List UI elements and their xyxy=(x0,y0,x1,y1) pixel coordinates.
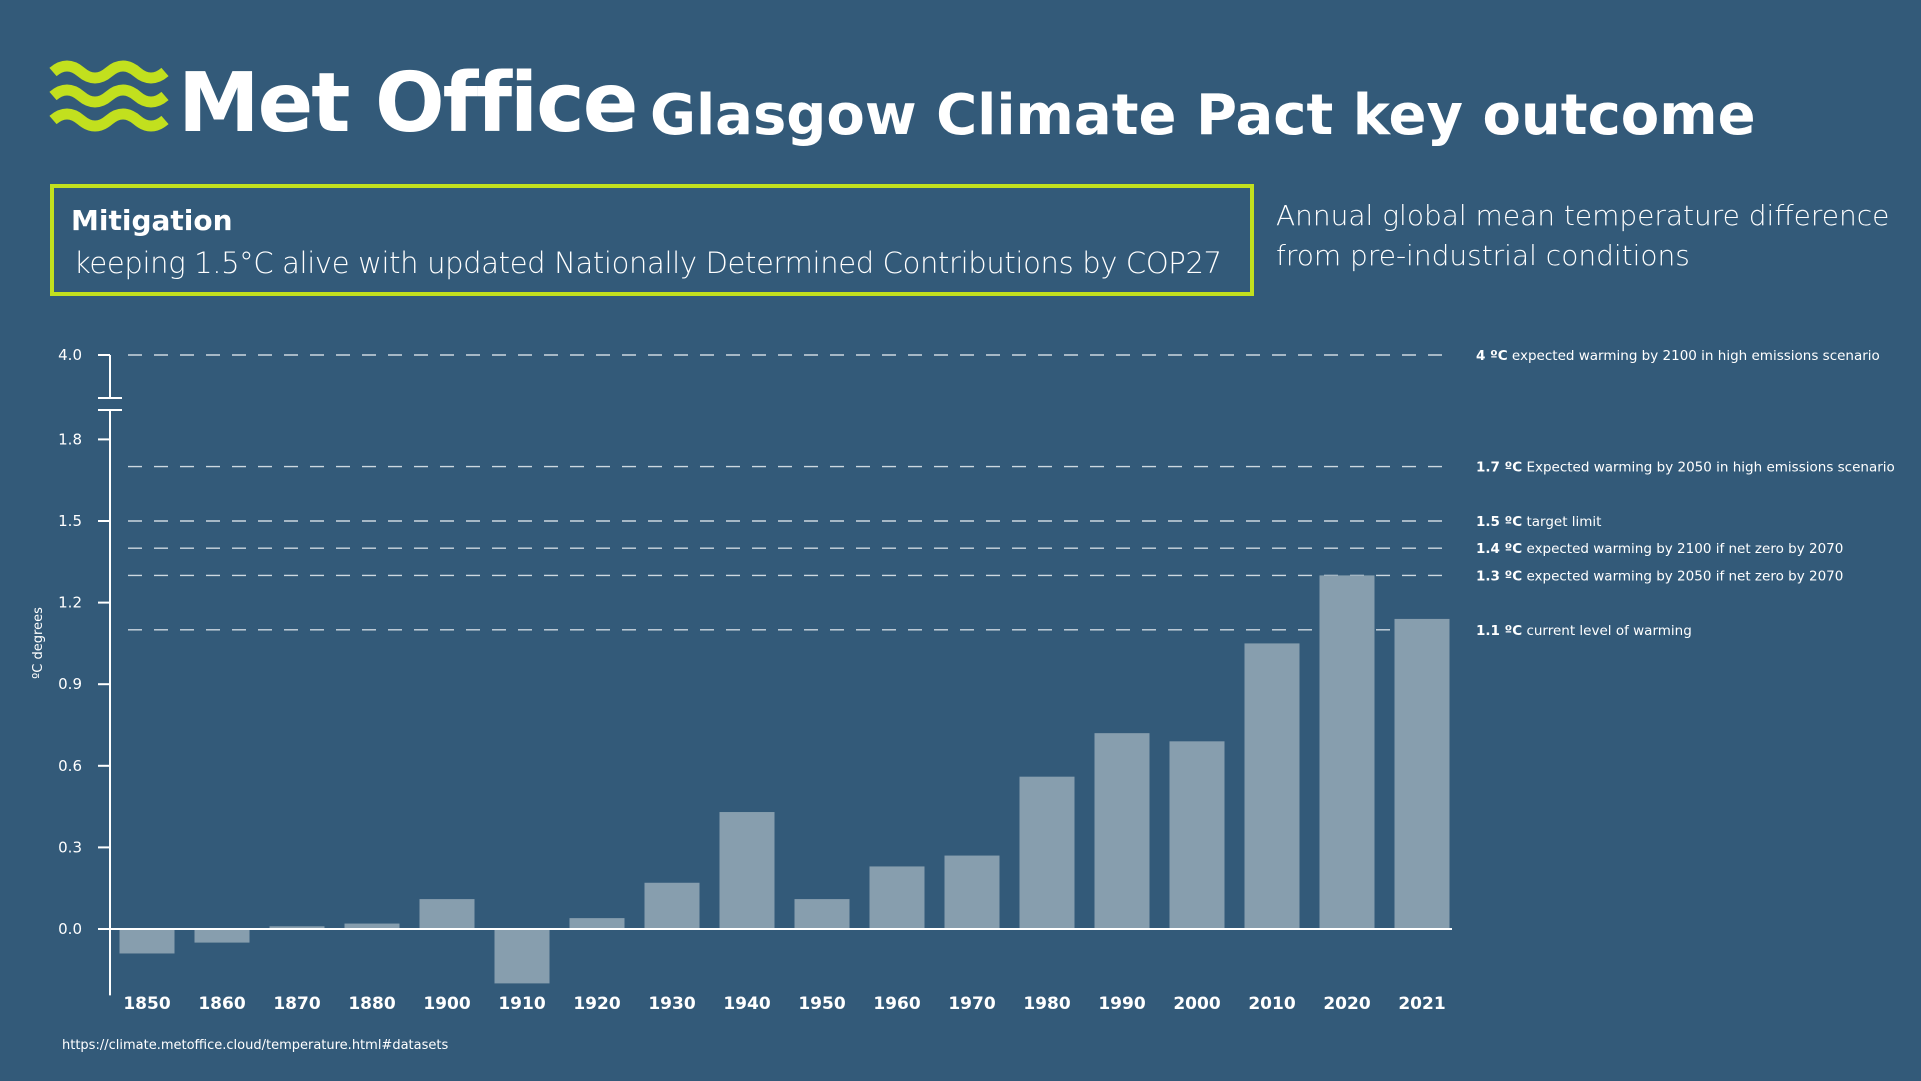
bar xyxy=(494,929,550,984)
bar xyxy=(194,929,250,943)
x-tick-label: 1920 xyxy=(573,994,620,1014)
reference-text: expected warming by 2050 if net zero by … xyxy=(1526,568,1843,584)
bar xyxy=(644,882,700,929)
reference-text: expected warming by 2100 in high emissio… xyxy=(1512,348,1880,364)
reference-text: current level of warming xyxy=(1526,623,1691,639)
callout-heading: Mitigation xyxy=(71,204,233,237)
reference-value: 1.4 ºC xyxy=(1476,541,1522,557)
x-tick-label: 1930 xyxy=(648,994,695,1014)
y-tick-label: 1.5 xyxy=(58,512,82,530)
bar xyxy=(869,866,925,929)
wave xyxy=(49,60,169,84)
reference-text: target limit xyxy=(1526,514,1601,530)
source: https://climate.metoffice.cloud/temperat… xyxy=(62,1038,448,1053)
bar xyxy=(1169,741,1225,929)
axis-break-gap xyxy=(104,398,116,410)
wave xyxy=(49,108,169,132)
reference-text: expected warming by 2100 if net zero by … xyxy=(1526,541,1843,557)
reference-value: 1.7 ºC xyxy=(1476,460,1522,476)
bar xyxy=(719,812,775,929)
x-tick-label: 1950 xyxy=(798,994,845,1014)
x-tick-label: 2020 xyxy=(1323,994,1370,1014)
y-tick-label: 1.8 xyxy=(58,430,82,448)
reference-value: 1.1 ºC xyxy=(1476,623,1522,639)
x-tick-label: 1990 xyxy=(1098,994,1145,1014)
x-tick-label: 1940 xyxy=(723,994,770,1014)
reference-label: 1.5 ºC target limit xyxy=(1476,514,1601,530)
y-tick-label: 1.2 xyxy=(58,594,82,612)
reference-label: 1.4 ºC expected warming by 2100 if net z… xyxy=(1476,541,1843,557)
subtitle: Annual global mean temperature differenc… xyxy=(1276,199,1890,272)
reference-label: 4 ºC expected warming by 2100 in high em… xyxy=(1476,348,1880,364)
x-tick-label: 2000 xyxy=(1173,994,1220,1014)
x-tick-label: 1970 xyxy=(948,994,995,1014)
x-tick-label: 1860 xyxy=(198,994,245,1014)
y-tick-label: 0.3 xyxy=(58,838,82,856)
x-tick-label: 2021 xyxy=(1398,994,1445,1014)
bar xyxy=(569,918,625,929)
callout-text: keeping 1.5°C alive with updated Nationa… xyxy=(74,246,1222,280)
y-axis-label: ºC degrees xyxy=(31,607,46,679)
x-tick-label: 1910 xyxy=(498,994,545,1014)
reference-label: 1.7 ºC Expected warming by 2050 in high … xyxy=(1476,460,1895,476)
callout-box xyxy=(50,184,1254,296)
x-tick-label: 1960 xyxy=(873,994,920,1014)
bar xyxy=(944,855,1000,929)
bar xyxy=(1094,733,1150,929)
logo-waves xyxy=(49,60,169,132)
x-tick-label: 1980 xyxy=(1023,994,1070,1014)
logo-text: Met Office xyxy=(178,56,636,151)
x-tick-label: 1900 xyxy=(423,994,470,1014)
y-tick-label: 4.0 xyxy=(58,346,82,364)
reference-value: 1.3 ºC xyxy=(1476,568,1522,584)
bar xyxy=(1394,618,1450,929)
x-tick-label: 1870 xyxy=(273,994,320,1014)
reference-label: 1.3 ºC expected warming by 2050 if net z… xyxy=(1476,568,1843,584)
title: Glasgow Climate Pact key outcome xyxy=(650,83,1756,148)
y-tick-label: 0.9 xyxy=(58,675,82,693)
x-tick-label: 1880 xyxy=(348,994,395,1014)
y-tick-label: 0.0 xyxy=(58,920,82,938)
y-tick-label: 0.6 xyxy=(58,757,82,775)
x-tick-label: 2010 xyxy=(1248,994,1295,1014)
bar xyxy=(344,923,400,929)
bar xyxy=(419,899,475,929)
bar xyxy=(794,899,850,929)
reference-text: Expected warming by 2050 in high emissio… xyxy=(1526,460,1894,476)
reference-value: 1.5 ºC xyxy=(1476,514,1522,530)
x-tick-label: 1850 xyxy=(123,994,170,1014)
reference-value: 4 ºC xyxy=(1476,348,1508,364)
bar xyxy=(269,926,325,929)
bar xyxy=(1319,575,1375,929)
bar xyxy=(1244,643,1300,929)
bar xyxy=(1019,776,1075,929)
bar xyxy=(119,929,175,954)
reference-label: 1.1 ºC current level of warming xyxy=(1476,623,1692,639)
wave xyxy=(49,84,169,108)
